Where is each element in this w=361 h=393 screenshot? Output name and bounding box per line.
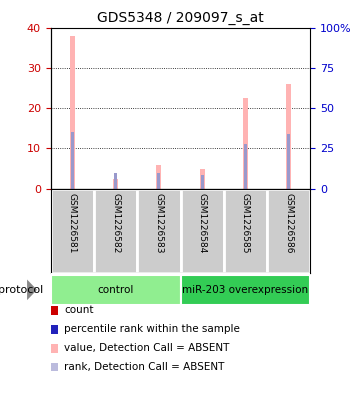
Text: GSM1226584: GSM1226584 [198,193,206,253]
Bar [201,174,204,189]
Text: miR-203 overexpression: miR-203 overexpression [182,285,309,295]
Text: GSM1226581: GSM1226581 [68,193,77,253]
Text: GSM1226585: GSM1226585 [241,193,250,253]
Bar [71,132,74,189]
Bar [113,178,118,189]
Bar [287,134,290,189]
Bar [51,189,94,273]
Bar [137,189,180,273]
Bar [243,98,248,189]
Bar [267,189,310,273]
Bar [51,275,180,305]
Bar [180,189,224,273]
Text: value, Detection Call = ABSENT: value, Detection Call = ABSENT [64,343,229,353]
Text: control: control [97,285,134,295]
Bar [224,189,267,273]
Bar [157,173,160,189]
Text: count: count [64,305,93,316]
Text: GSM1226586: GSM1226586 [284,193,293,253]
Bar [180,275,310,305]
Text: percentile rank within the sample: percentile rank within the sample [64,324,240,334]
Title: GDS5348 / 209097_s_at: GDS5348 / 209097_s_at [97,11,264,25]
Polygon shape [27,279,37,300]
Bar [286,84,291,189]
Text: rank, Detection Call = ABSENT: rank, Detection Call = ABSENT [64,362,224,372]
Bar [200,169,205,189]
Bar [244,144,247,189]
Bar [94,189,137,273]
Bar [70,35,75,189]
Bar [114,173,117,189]
Text: GSM1226583: GSM1226583 [155,193,163,253]
Text: protocol: protocol [0,285,43,295]
Text: GSM1226582: GSM1226582 [111,193,120,253]
Bar [156,165,161,189]
